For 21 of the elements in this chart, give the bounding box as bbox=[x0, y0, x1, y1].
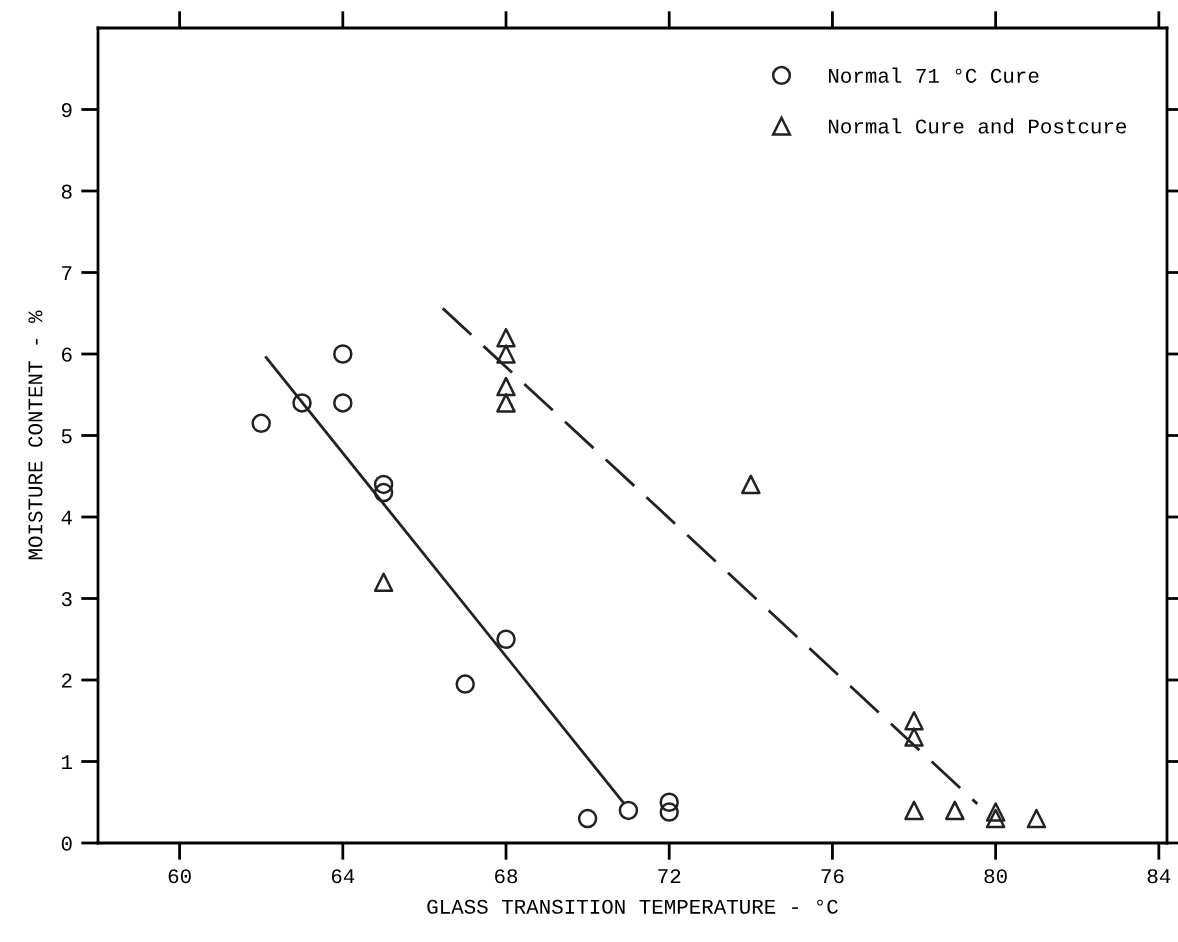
y-axis-title: MOISTURE CONTENT - % bbox=[28, 310, 43, 560]
legend-label: Normal Cure and Postcure bbox=[828, 118, 1127, 134]
x-tick-label: 80 bbox=[984, 869, 1007, 884]
y-tick-label: 8 bbox=[61, 184, 72, 199]
y-tick-label: 5 bbox=[61, 429, 72, 444]
y-tick-label: 7 bbox=[62, 266, 72, 281]
y-tick-label: 4 bbox=[61, 510, 72, 525]
x-tick-label: 60 bbox=[168, 869, 191, 884]
x-tick-label: 64 bbox=[331, 869, 355, 884]
x-tick-label: 72 bbox=[658, 869, 681, 884]
x-tick-label: 76 bbox=[821, 869, 844, 884]
y-tick-label: 1 bbox=[62, 755, 72, 770]
y-tick-label: 6 bbox=[62, 347, 72, 362]
x-tick-label: 84 bbox=[1147, 869, 1171, 884]
y-tick-label: 3 bbox=[61, 592, 72, 607]
legend-label: Normal 71 °C Cure bbox=[828, 67, 1039, 83]
y-tick-label: 0 bbox=[61, 836, 72, 851]
y-tick-label: 9 bbox=[61, 103, 72, 118]
y-tick-label: 2 bbox=[61, 673, 72, 688]
x-axis-title: GLASS TRANSITION TEMPERATURE - °C bbox=[427, 899, 838, 914]
x-tick-label: 68 bbox=[495, 869, 518, 884]
